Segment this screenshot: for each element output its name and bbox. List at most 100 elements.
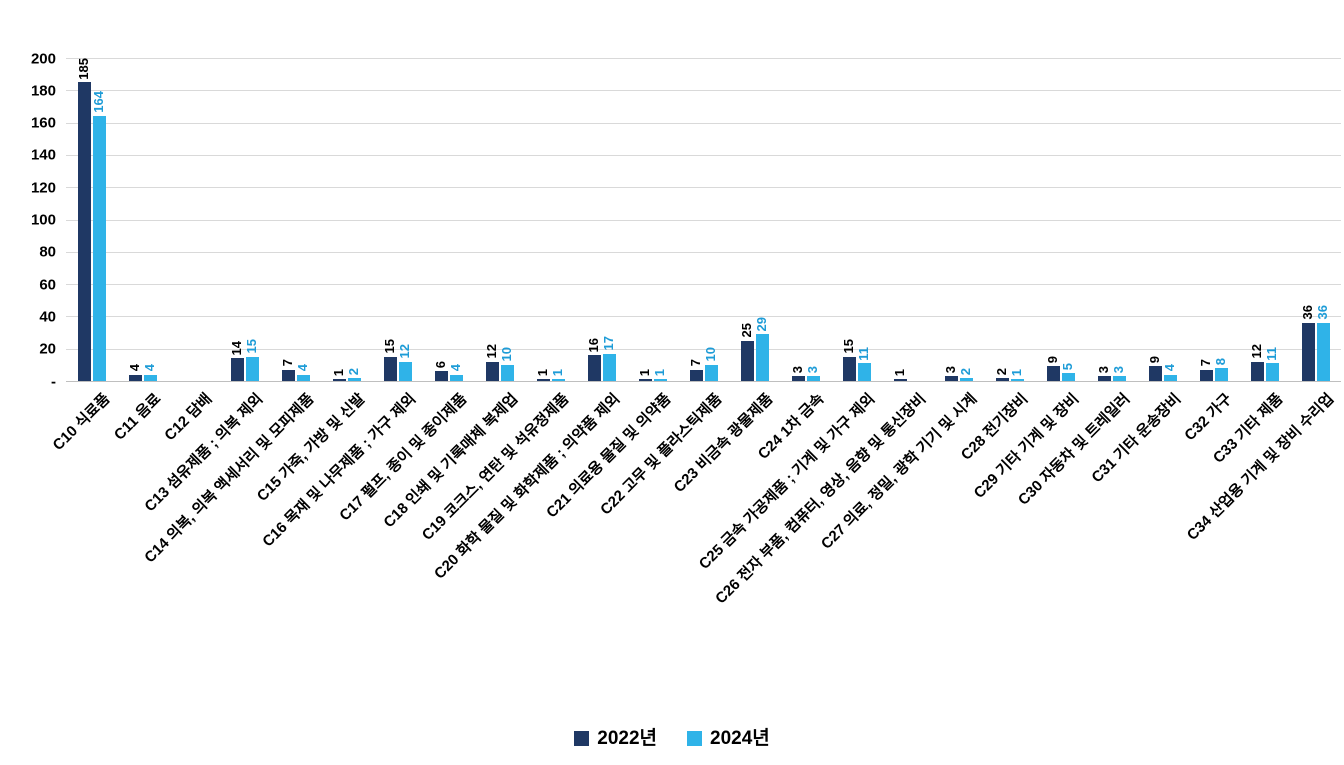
bar-2022년	[1097, 376, 1111, 381]
bar-2022년	[689, 369, 703, 381]
legend-swatch-2022	[574, 730, 590, 746]
bar-value-label: 2	[994, 367, 1009, 375]
bar-value-label: 11	[1264, 346, 1279, 361]
x-axis-line	[66, 381, 1341, 382]
gridline	[66, 154, 1341, 156]
bar-2024년	[653, 379, 667, 381]
bar-value-label: 15	[841, 339, 856, 354]
bar-2024년	[806, 376, 820, 381]
legend-swatch-2024	[687, 730, 702, 746]
gridline	[66, 219, 1341, 221]
y-axis-tick-label: 20	[39, 340, 56, 358]
bar-value-label: 16	[586, 337, 601, 353]
bar-value-label: 36	[1300, 305, 1315, 320]
bar-2022년	[893, 379, 907, 381]
bar-2022년	[944, 376, 958, 381]
gridline	[66, 58, 1341, 59]
y-axis-tick-label: -	[51, 373, 56, 390]
bar-value-label: 25	[739, 323, 754, 338]
bar-value-label: 4	[127, 364, 142, 372]
bar-2024년	[1010, 379, 1024, 381]
bar-value-label: 4	[448, 364, 463, 372]
bar-value-label: 17	[601, 336, 616, 351]
bar-value-label: 12	[397, 344, 412, 359]
bar-value-label: 3	[790, 365, 805, 374]
bar-value-label: 2	[346, 367, 361, 375]
bar-2022년	[434, 371, 448, 381]
y-axis-tick-label: 180	[30, 82, 56, 100]
bar-value-label: 1	[637, 369, 652, 377]
gridline	[66, 122, 1341, 124]
bar-value-label: 4	[142, 364, 157, 372]
gridline	[66, 348, 1341, 350]
bar-2022년	[77, 82, 91, 381]
y-axis-tick-label: 80	[39, 243, 56, 261]
legend: 2022년 2024년	[0, 722, 1344, 754]
bar-value-label: 7	[280, 359, 295, 367]
bar-value-label: 1	[550, 369, 565, 377]
bar-value-label: 4	[1162, 364, 1177, 372]
bar-2024년	[551, 379, 565, 381]
y-axis-tick-label: 100	[30, 211, 56, 229]
bar-value-label: 8	[1213, 357, 1228, 366]
bar-2022년	[1148, 366, 1162, 381]
bar-value-label: 7	[688, 359, 703, 367]
bar-value-label: 9	[1045, 356, 1060, 364]
bar-value-label: 164	[91, 91, 106, 114]
bar-2022년	[1250, 361, 1264, 381]
legend-label-2024: 2024년	[710, 727, 770, 749]
bar-value-label: 7	[1198, 359, 1213, 367]
bar-2024년	[1061, 372, 1075, 381]
bar-value-label: 1	[1009, 369, 1024, 377]
bar-2024년	[92, 116, 106, 381]
legend-item-2024: 2024년	[687, 729, 770, 748]
gridline	[66, 90, 1341, 92]
bar-2022년	[281, 369, 295, 381]
bar-value-label: 14	[229, 340, 244, 356]
bar-2024년	[1112, 376, 1126, 381]
bar-value-label: 10	[703, 347, 718, 362]
bar-2022년	[383, 356, 397, 381]
bar-value-label: 12	[1249, 344, 1264, 359]
bar-2024년	[449, 374, 463, 381]
bar-2024년	[398, 361, 412, 381]
bar-value-label: 2	[958, 367, 973, 375]
bar-2022년	[995, 377, 1009, 381]
bar-value-label: 29	[754, 316, 769, 332]
bar-2022년	[791, 376, 805, 381]
y-axis-tick-label: 40	[39, 308, 56, 326]
bar-value-label: 3	[1111, 365, 1126, 374]
bar-value-label: 4	[295, 364, 310, 372]
bar-value-label: 1	[331, 369, 346, 377]
bar-2022년	[638, 379, 652, 381]
legend-label-2022: 2022년	[597, 727, 657, 749]
bar-2022년	[740, 340, 754, 381]
bar-value-label: 36	[1315, 305, 1330, 320]
bar-2022년	[842, 356, 856, 381]
bar-value-label: 1	[535, 369, 550, 377]
y-axis-tick-label: 120	[30, 179, 56, 197]
gridline	[66, 187, 1341, 189]
bar-2024년	[500, 364, 514, 381]
bar-value-label: 5	[1060, 362, 1075, 370]
bar-value-label: 3	[805, 365, 820, 374]
bar-2024년	[1163, 374, 1177, 381]
bar-value-label: 11	[856, 346, 871, 361]
bar-2024년	[245, 356, 259, 381]
bar-2024년	[143, 374, 157, 381]
gridline	[66, 251, 1341, 253]
bar-2024년	[755, 334, 769, 381]
bar-2024년	[857, 363, 871, 381]
bar-2024년	[602, 353, 616, 381]
legend-item-2022: 2022년	[574, 729, 657, 748]
bar-value-label: 3	[943, 365, 958, 374]
bar-value-label: 9	[1147, 356, 1162, 364]
bar-value-label: 1	[652, 369, 667, 377]
y-axis-tick-label: 60	[39, 276, 56, 294]
bar-2022년	[230, 358, 244, 381]
bar-2024년	[1214, 368, 1228, 381]
y-axis-tick-label: 160	[30, 114, 56, 132]
bar-2022년	[1046, 366, 1060, 381]
bar-2022년	[128, 374, 142, 381]
